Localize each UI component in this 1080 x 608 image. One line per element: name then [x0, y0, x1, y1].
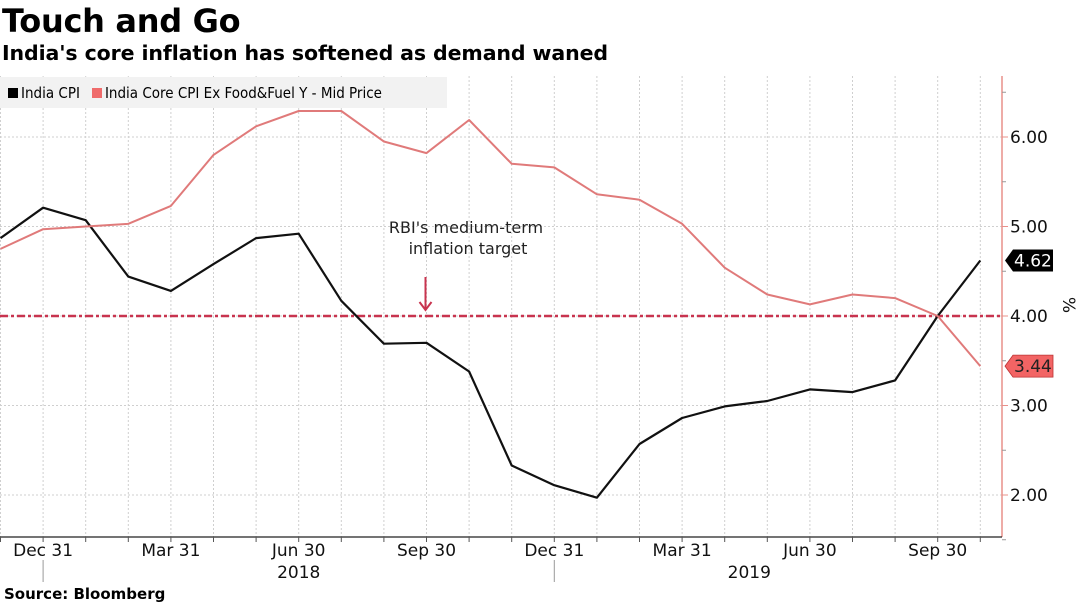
- y-tick-label: 3.00: [1010, 397, 1048, 417]
- y-tick-label: 6.00: [1010, 128, 1048, 148]
- last-value-badge-core: 3.44: [1004, 354, 1054, 378]
- x-tick-label: Jun 30: [782, 541, 837, 561]
- y-tick-label: 5.00: [1010, 218, 1048, 238]
- axes: 2.00 3.00 4.00 5.00 6.00% 4.62 3.44 Dec 31 Mar 3…: [0, 76, 1078, 583]
- last-value-badge-cpi-text: 4.62: [1014, 252, 1052, 272]
- x-tick-label: Sep 30: [908, 541, 967, 561]
- last-value-badge-core-shape: [1004, 354, 1054, 378]
- x-tick-label: Mar 31: [653, 541, 712, 561]
- legend-swatch-core-cpi: [91, 87, 102, 98]
- legend: India CPI India Core CPI Ex Food&Fuel Y …: [0, 77, 447, 108]
- grid-lines: [0, 76, 1002, 537]
- series-line-india-core-cpi: [0, 110, 982, 367]
- x-year-label: 2019: [728, 563, 771, 583]
- x-tick-label: Dec 31: [524, 541, 584, 561]
- x-tick-label: Sep 30: [397, 541, 456, 561]
- legend-item-core-cpi: India Core CPI Ex Food&Fuel Y - Mid Pric…: [91, 83, 382, 102]
- arrow-down-icon: [418, 301, 433, 312]
- x-tick-label: Dec 31: [13, 541, 73, 561]
- annotation-group: RBI's medium-term inflation target: [389, 218, 543, 312]
- legend-swatch-cpi: [8, 87, 18, 98]
- series-lines: [0, 110, 982, 499]
- last-value-badge-cpi-shape: [1005, 249, 1053, 272]
- annotation-text-line-1: RBI's medium-term: [389, 218, 543, 237]
- legend-label-core-cpi: India Core CPI Ex Food&Fuel Y - Mid Pric…: [104, 83, 382, 102]
- legend-label-cpi: India CPI: [21, 83, 80, 102]
- last-value-badge-core-text: 3.44: [1014, 357, 1052, 377]
- chart-title: Touch and Go: [2, 2, 241, 40]
- y-tick-label: 4.00: [1010, 307, 1048, 327]
- x-tick-label: Mar 31: [141, 541, 200, 561]
- annotation-text-line-2: inflation target: [409, 239, 528, 258]
- y-axis-unit-label: %: [1058, 297, 1078, 313]
- y-tick-label: 2.00: [1010, 486, 1048, 506]
- legend-item-cpi: India CPI: [8, 84, 80, 102]
- series-line-india-cpi: [0, 206, 982, 499]
- x-year-label: 2018: [277, 563, 320, 583]
- last-value-badge-cpi: 4.62: [1005, 249, 1053, 272]
- x-tick-label: Jun 30: [271, 541, 326, 561]
- chart-subtitle: India's core inflation has softened as d…: [2, 41, 608, 65]
- source-note: Source: Bloomberg: [4, 585, 166, 603]
